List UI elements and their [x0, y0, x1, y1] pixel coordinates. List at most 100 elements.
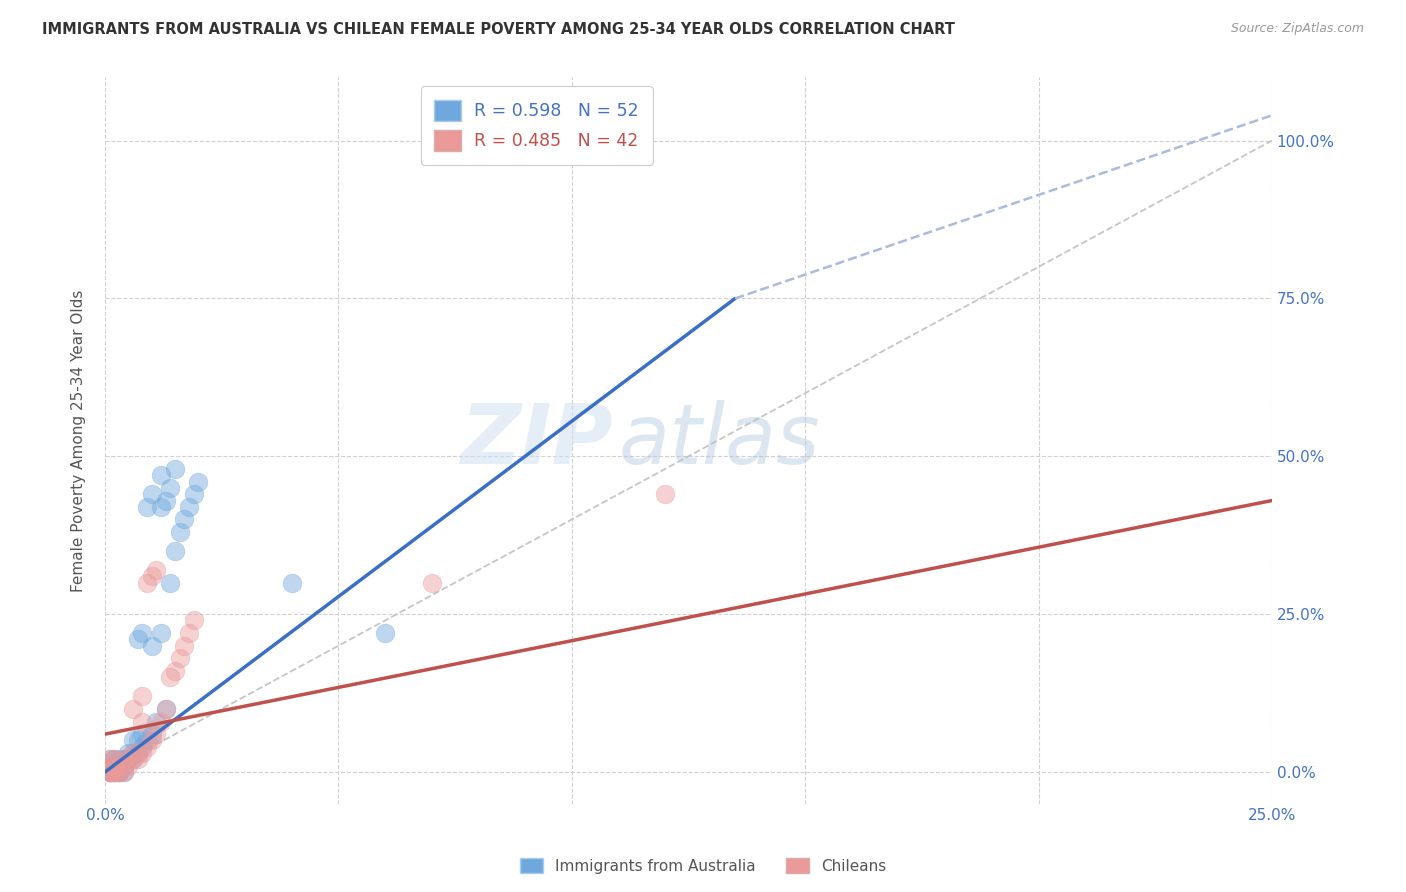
Y-axis label: Female Poverty Among 25-34 Year Olds: Female Poverty Among 25-34 Year Olds — [72, 289, 86, 591]
Point — [98, 765, 121, 780]
Point — [112, 765, 135, 780]
Point — [127, 733, 149, 747]
Point — [150, 626, 173, 640]
Point — [98, 765, 121, 780]
Point — [187, 475, 209, 489]
Point — [108, 765, 131, 780]
Point — [122, 733, 145, 747]
Point — [103, 765, 125, 780]
Point — [127, 632, 149, 647]
Point — [108, 765, 131, 780]
Point — [122, 746, 145, 760]
Point — [98, 765, 121, 780]
Point — [117, 758, 139, 772]
Point — [183, 614, 205, 628]
Point — [141, 733, 163, 747]
Text: Source: ZipAtlas.com: Source: ZipAtlas.com — [1230, 22, 1364, 36]
Point — [122, 746, 145, 760]
Point — [103, 765, 125, 780]
Point — [122, 752, 145, 766]
Point — [420, 575, 443, 590]
Point — [108, 765, 131, 780]
Point — [98, 758, 121, 772]
Legend: Immigrants from Australia, Chileans: Immigrants from Australia, Chileans — [513, 852, 893, 880]
Text: IMMIGRANTS FROM AUSTRALIA VS CHILEAN FEMALE POVERTY AMONG 25-34 YEAR OLDS CORREL: IMMIGRANTS FROM AUSTRALIA VS CHILEAN FEM… — [42, 22, 955, 37]
Point — [98, 765, 121, 780]
Point — [145, 714, 167, 729]
Point — [122, 702, 145, 716]
Point — [177, 626, 200, 640]
Point — [155, 702, 177, 716]
Point — [131, 739, 153, 754]
Point — [173, 512, 195, 526]
Point — [150, 500, 173, 514]
Point — [108, 765, 131, 780]
Point — [169, 651, 191, 665]
Point — [98, 752, 121, 766]
Point — [280, 575, 302, 590]
Point — [112, 758, 135, 772]
Point — [159, 670, 181, 684]
Point — [103, 765, 125, 780]
Point — [163, 544, 186, 558]
Point — [141, 727, 163, 741]
Point — [136, 739, 159, 754]
Point — [117, 752, 139, 766]
Point — [136, 500, 159, 514]
Point — [145, 563, 167, 577]
Point — [155, 702, 177, 716]
Point — [98, 758, 121, 772]
Point — [98, 765, 121, 780]
Point — [145, 727, 167, 741]
Point — [112, 758, 135, 772]
Point — [108, 758, 131, 772]
Point — [131, 746, 153, 760]
Point — [141, 487, 163, 501]
Text: atlas: atlas — [619, 400, 820, 481]
Point — [163, 664, 186, 678]
Point — [159, 481, 181, 495]
Point — [136, 733, 159, 747]
Point — [136, 575, 159, 590]
Point — [183, 487, 205, 501]
Point — [117, 746, 139, 760]
Point — [108, 765, 131, 780]
Point — [150, 714, 173, 729]
Point — [103, 758, 125, 772]
Point — [103, 758, 125, 772]
Point — [98, 752, 121, 766]
Point — [103, 752, 125, 766]
Point — [169, 525, 191, 540]
Point — [112, 765, 135, 780]
Point — [141, 569, 163, 583]
Point — [117, 752, 139, 766]
Point — [155, 493, 177, 508]
Point — [374, 626, 396, 640]
Text: ZIP: ZIP — [460, 400, 613, 481]
Point — [177, 500, 200, 514]
Point — [173, 639, 195, 653]
Point — [117, 752, 139, 766]
Point — [131, 714, 153, 729]
Point — [131, 626, 153, 640]
Point — [98, 765, 121, 780]
Point — [98, 765, 121, 780]
Legend: R = 0.598   N = 52, R = 0.485   N = 42: R = 0.598 N = 52, R = 0.485 N = 42 — [420, 87, 652, 165]
Point — [103, 765, 125, 780]
Point — [127, 746, 149, 760]
Point — [163, 462, 186, 476]
Point — [654, 487, 676, 501]
Point — [150, 468, 173, 483]
Point — [122, 752, 145, 766]
Point — [131, 727, 153, 741]
Point — [103, 752, 125, 766]
Point — [112, 752, 135, 766]
Point — [103, 765, 125, 780]
Point — [108, 752, 131, 766]
Point — [159, 575, 181, 590]
Point — [127, 746, 149, 760]
Point — [131, 690, 153, 704]
Point — [141, 639, 163, 653]
Point — [103, 765, 125, 780]
Point — [127, 752, 149, 766]
